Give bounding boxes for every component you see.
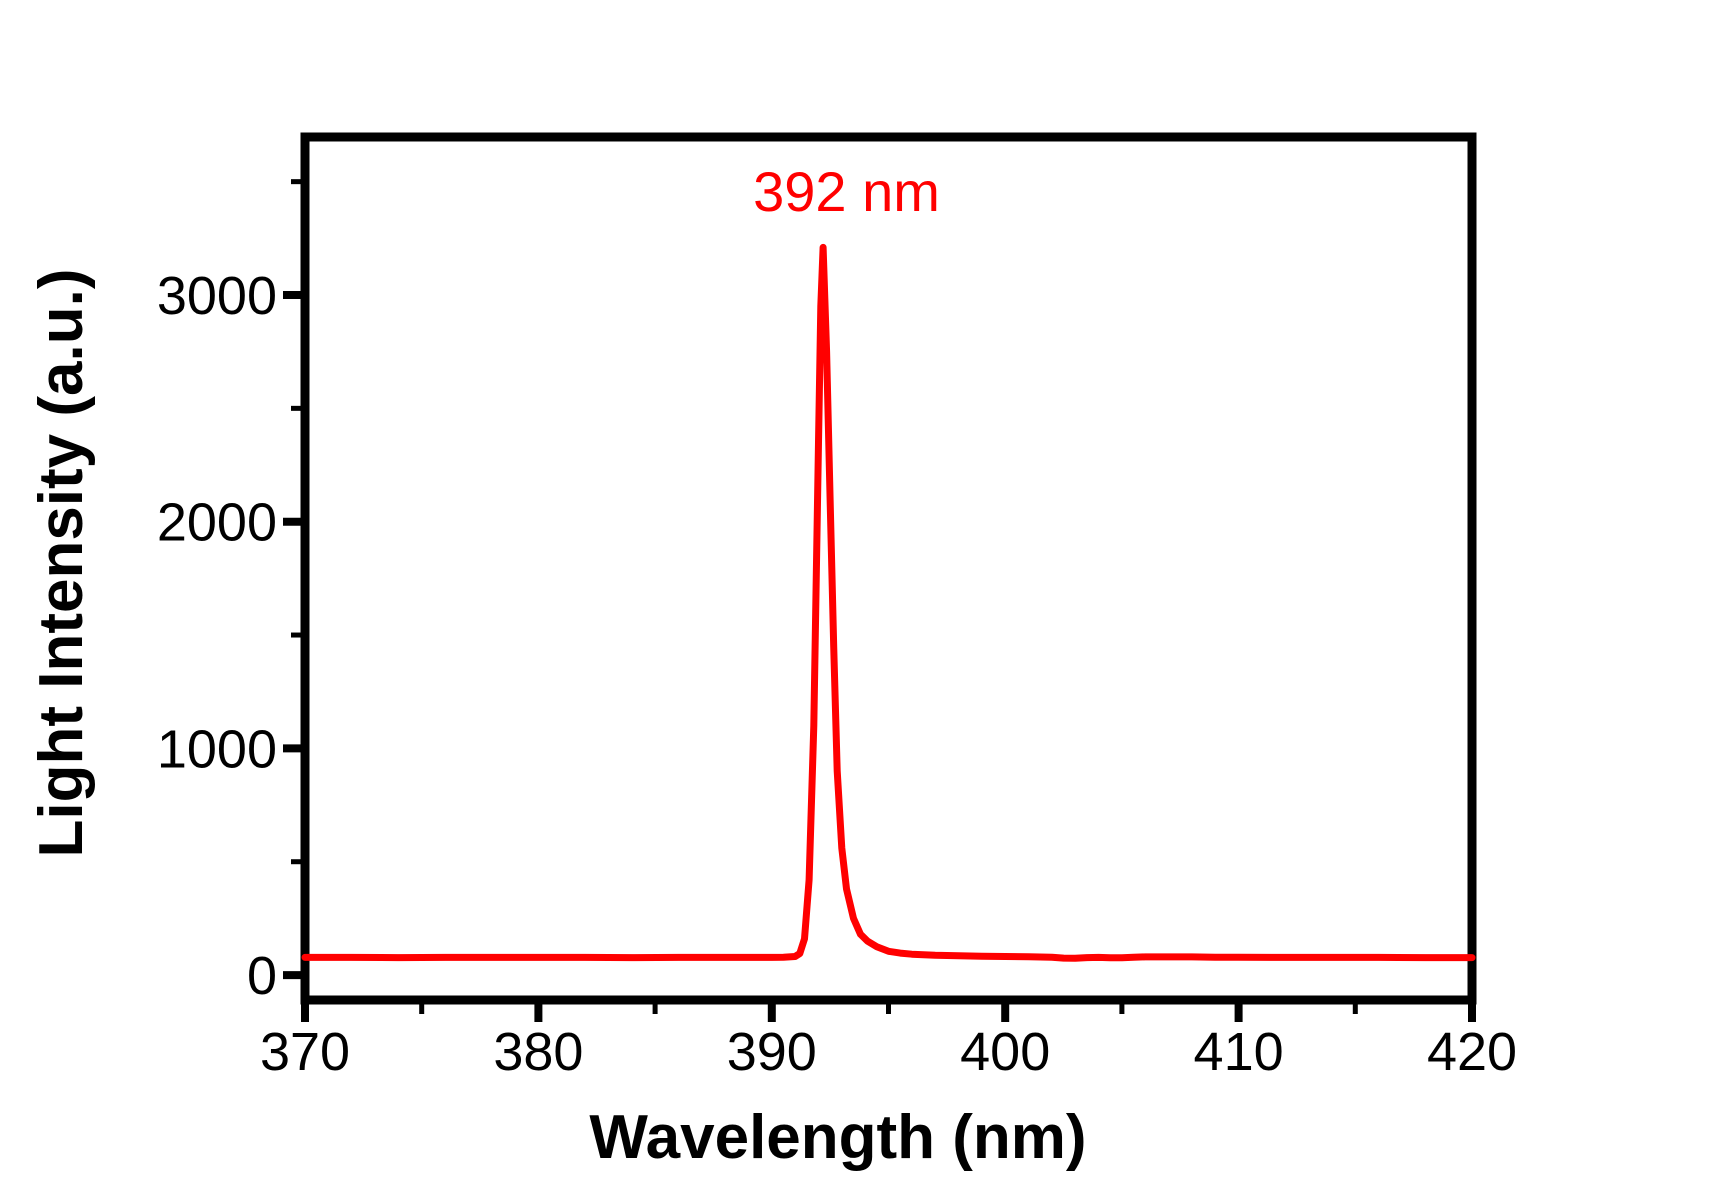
y-axis-tick-labels: 0 1000 2000 3000 xyxy=(157,266,277,1006)
y-tick-label: 1000 xyxy=(157,719,277,779)
y-axis-title: Light Intensity (a.u.) xyxy=(27,269,96,858)
x-tick-label: 410 xyxy=(1194,1022,1284,1082)
x-tick-label: 370 xyxy=(260,1022,350,1082)
x-axis-title: Wavelength (nm) xyxy=(589,1103,1086,1172)
x-axis-tick-labels: 370 380 390 400 410 420 xyxy=(260,1022,1517,1082)
x-tick-label: 380 xyxy=(493,1022,583,1082)
x-axis-ticks xyxy=(301,1004,1476,1022)
x-tick-label: 420 xyxy=(1427,1022,1517,1082)
plot-border xyxy=(300,132,1477,1005)
y-tick-label: 3000 xyxy=(157,266,277,326)
x-tick-label: 390 xyxy=(727,1022,817,1082)
x-tick-label: 400 xyxy=(960,1022,1050,1082)
y-tick-label: 2000 xyxy=(157,493,277,553)
spectrum-line xyxy=(301,243,1476,962)
peak-annotation: 392 nm xyxy=(753,160,940,223)
y-tick-label: 0 xyxy=(247,946,277,1006)
y-axis-ticks xyxy=(283,179,301,980)
